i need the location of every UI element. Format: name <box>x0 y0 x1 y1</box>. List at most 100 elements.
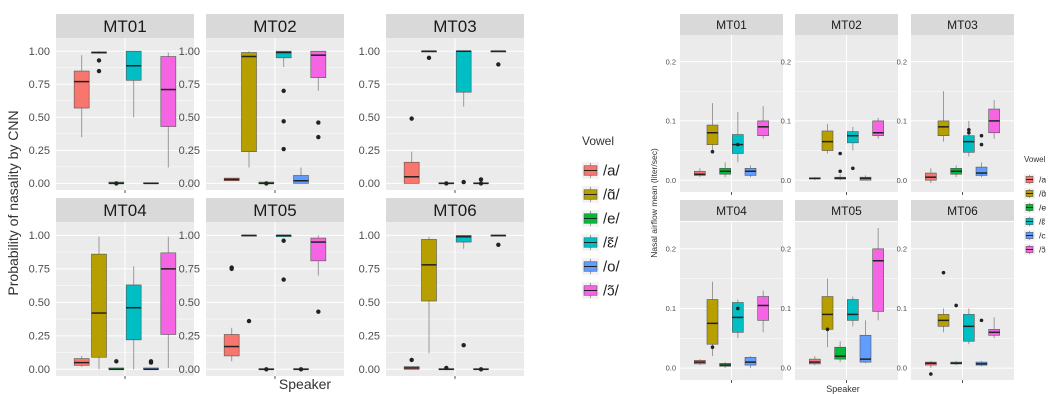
y-tick-label: 0.50 <box>179 297 200 309</box>
boxplot-6 <box>160 236 177 368</box>
outlier-point <box>736 306 740 311</box>
facet-panel: MT06 0.0 0.1 0.2 <box>897 200 1014 383</box>
y-tick-label: 0.1 <box>897 117 907 126</box>
y-tick-label: 1.00 <box>29 46 50 58</box>
legend-item: /c <box>1024 230 1046 241</box>
boxplot-4 <box>963 308 975 345</box>
outlier-point <box>461 179 466 185</box>
y-tick-label: 0.50 <box>29 297 50 309</box>
boxplot-6 <box>490 234 507 247</box>
boxplot-2 <box>821 123 834 154</box>
facet-strip <box>911 14 1014 35</box>
y-tick-label: 0.0 <box>666 176 676 185</box>
box-iqr <box>821 296 834 330</box>
y-tick-label: 0.75 <box>179 264 200 276</box>
y-tick-label: 0.00 <box>179 364 200 376</box>
boxplot-5 <box>744 356 757 369</box>
outlier-point <box>246 318 252 324</box>
boxplot-2 <box>706 103 719 154</box>
facet-strip <box>56 14 194 38</box>
boxplot-1 <box>73 55 90 138</box>
box-iqr <box>160 56 177 127</box>
outlier-point <box>461 343 466 348</box>
legend-label: /o/ <box>603 258 621 275</box>
outlier-point <box>710 149 715 154</box>
y-tick-label: 0.75 <box>359 79 380 91</box>
facet-strip-label: MT04 <box>103 201 146 220</box>
legend: Vowel/a/ɑ̃ /e/ɛ̃ /c/ɔ̃ <box>1024 155 1046 255</box>
y-tick-label: 0.0 <box>897 364 907 373</box>
y-tick-label: 0.2 <box>897 244 907 253</box>
box-iqr <box>223 334 240 357</box>
box-iqr <box>73 70 90 109</box>
facet-panel: MT04 0.00 0.25 0.50 0.75 1.00 <box>29 198 194 379</box>
facet-panel: MT03 0.0 0.1 0.2 <box>897 14 1014 195</box>
box-iqr <box>310 50 327 78</box>
boxplot-3 <box>108 359 125 371</box>
chart-2: MT010.00.10.2MT020.00.10.2MT030.00.10.2M… <box>649 14 1046 394</box>
boxplot-4 <box>732 112 744 163</box>
legend-label: /ɑ̃ <box>1039 189 1046 199</box>
boxplot-5 <box>859 320 872 364</box>
facet-strip-label: MT04 <box>716 204 747 218</box>
box-iqr <box>706 124 719 145</box>
legend-item: /a <box>1024 174 1046 185</box>
y-tick-label: 1.00 <box>179 46 200 58</box>
y-tick-label: 1.00 <box>179 230 200 242</box>
outlier-point <box>478 177 484 182</box>
facet-panel: MT01 0.0 0.1 0.2 <box>666 14 783 195</box>
boxplot-5 <box>975 318 988 367</box>
outlier-point <box>281 119 286 124</box>
legend-item: /a/ <box>582 162 621 179</box>
boxplot-1 <box>403 357 420 370</box>
legend-label: /ɔ̃/ <box>603 282 620 299</box>
boxplot-1 <box>809 356 821 366</box>
legend-label: /e/ <box>603 210 621 227</box>
outlier-point <box>967 127 971 132</box>
box-iqr <box>241 52 257 152</box>
legend-label: /a/ <box>603 162 621 179</box>
y-tick-label: 1.00 <box>359 230 380 242</box>
legend-item: /ɔ̃/ <box>582 282 620 299</box>
outlier-point <box>409 116 414 121</box>
x-axis-label: Speaker <box>279 376 331 392</box>
y-axis-label: Probability of nasality by CNN <box>5 110 21 295</box>
outlier-point <box>148 359 154 364</box>
legend-item: /ɑ̃/ <box>582 186 621 203</box>
boxplot-5 <box>143 182 159 185</box>
box-iqr <box>694 170 706 176</box>
facet-strip-label: MT03 <box>947 18 978 32</box>
facet-strip <box>386 198 524 222</box>
facet-panel: MT02 0.0 0.1 0.2 <box>781 14 898 195</box>
y-tick-label: 0.75 <box>179 79 200 91</box>
facet-panel: MT03 0.00 0.25 0.50 0.75 1.00 <box>359 14 524 193</box>
boxplot-2 <box>706 281 719 357</box>
box-iqr <box>757 296 769 321</box>
y-tick-label: 0.0 <box>781 176 791 185</box>
legend-label: /ɔ̃ <box>1039 245 1046 255</box>
boxplot-2 <box>937 91 950 142</box>
y-tick-label: 0.50 <box>359 112 380 124</box>
y-tick-label: 0.75 <box>29 264 50 276</box>
boxplot-4 <box>847 126 859 171</box>
box-iqr <box>403 161 420 184</box>
outlier-point <box>736 142 740 147</box>
box-iqr <box>160 252 177 335</box>
box-iqr <box>455 50 472 93</box>
outlier-point <box>96 58 102 63</box>
outlier-point <box>281 146 286 152</box>
outlier-point <box>264 367 269 372</box>
boxplot-3 <box>108 181 125 186</box>
y-tick-label: 0.00 <box>359 364 380 376</box>
facet-strip-label: MT06 <box>947 204 978 218</box>
outlier-point <box>979 318 984 323</box>
outlier-point <box>264 181 269 186</box>
legend-title: Vowel <box>582 134 614 148</box>
y-tick-label: 0.50 <box>359 297 380 309</box>
boxplot-4 <box>455 50 472 185</box>
facet-panel: MT06 0.00 0.25 0.50 0.75 1.00 <box>359 198 524 379</box>
boxplot-4 <box>125 266 142 370</box>
box-iqr <box>834 346 846 360</box>
boxplot-2 <box>91 51 107 74</box>
box-iqr <box>975 166 988 176</box>
